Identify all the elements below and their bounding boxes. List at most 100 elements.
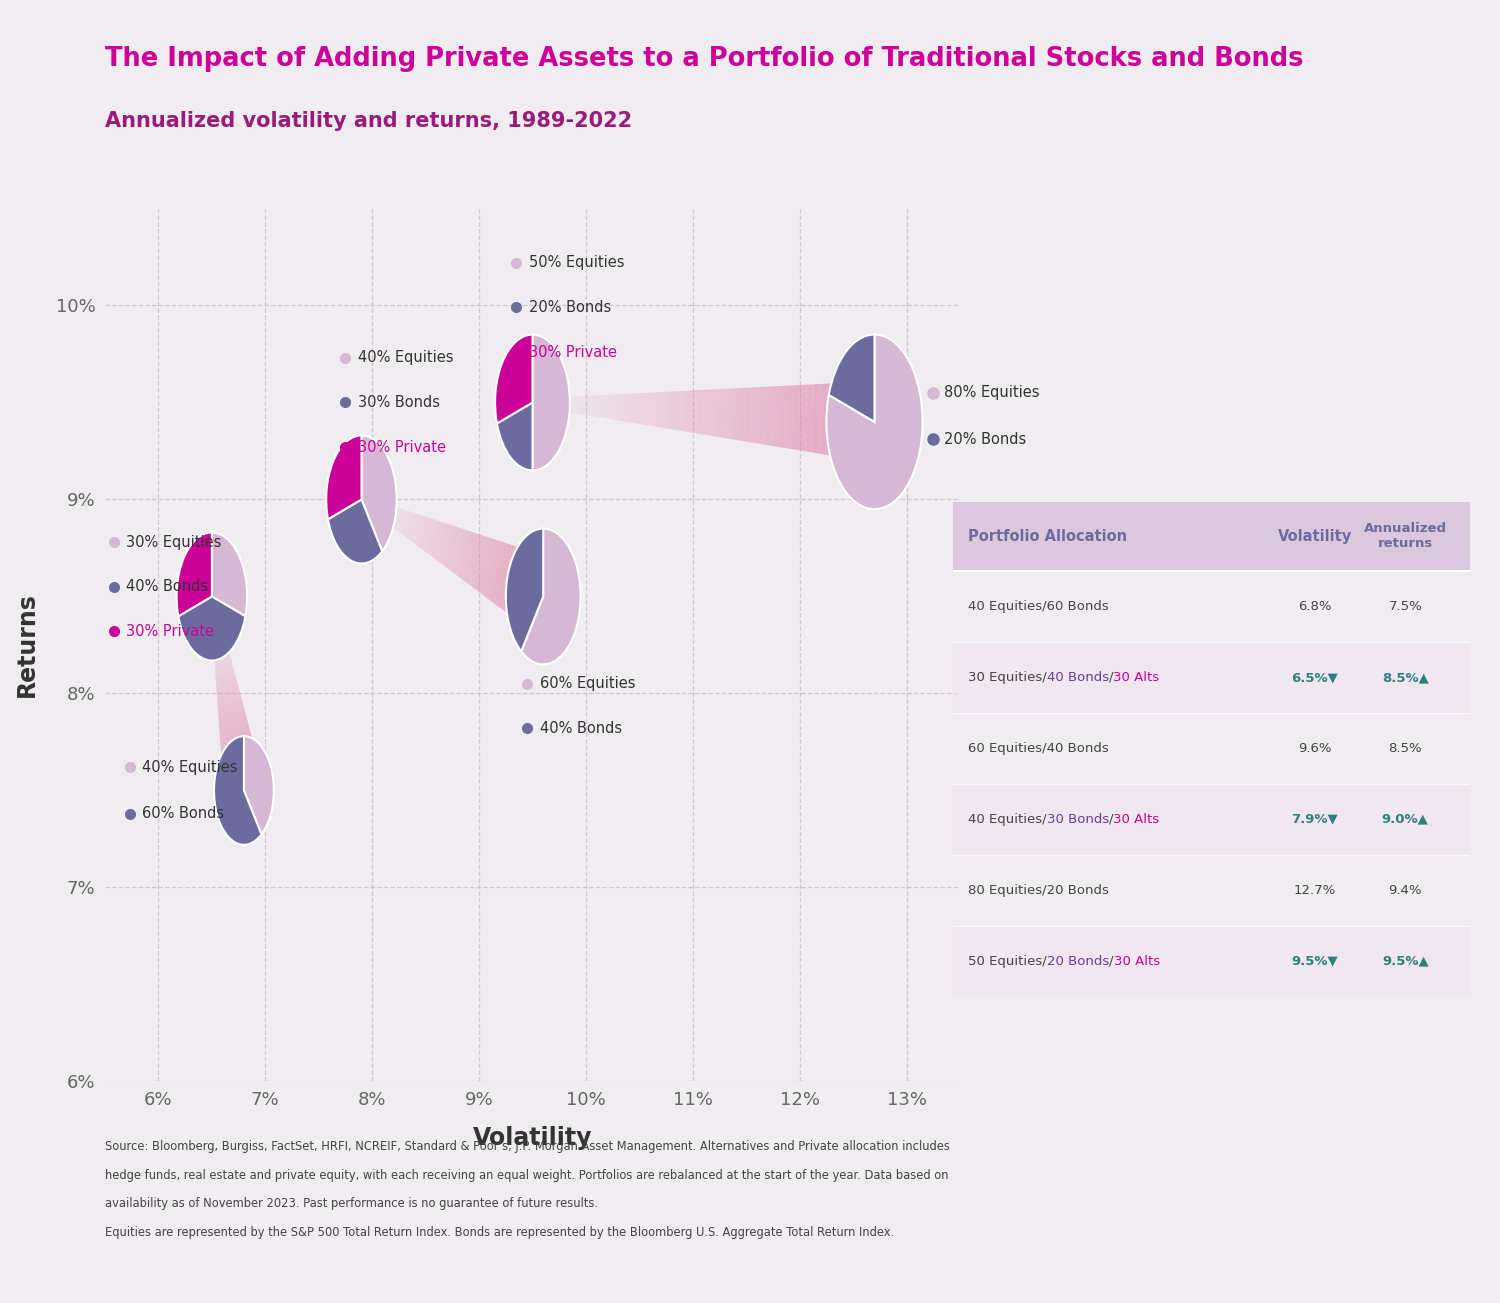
Text: 40 Bonds: 40 Bonds bbox=[1047, 671, 1108, 684]
Text: 20 Bonds: 20 Bonds bbox=[1047, 955, 1108, 968]
Polygon shape bbox=[648, 392, 656, 426]
Polygon shape bbox=[216, 666, 234, 679]
Polygon shape bbox=[560, 397, 567, 412]
Polygon shape bbox=[424, 519, 433, 554]
Text: 12.7%: 12.7% bbox=[1293, 883, 1336, 896]
Text: 30% Bonds: 30% Bonds bbox=[358, 395, 441, 410]
Polygon shape bbox=[480, 538, 494, 595]
Polygon shape bbox=[567, 396, 573, 413]
Wedge shape bbox=[328, 499, 382, 563]
Polygon shape bbox=[222, 743, 255, 765]
Polygon shape bbox=[214, 662, 232, 675]
FancyBboxPatch shape bbox=[952, 502, 1470, 571]
Text: Volatility: Volatility bbox=[1278, 529, 1352, 543]
Polygon shape bbox=[690, 390, 698, 434]
Wedge shape bbox=[244, 736, 274, 834]
Wedge shape bbox=[830, 335, 874, 422]
Polygon shape bbox=[456, 529, 466, 577]
Polygon shape bbox=[717, 388, 724, 438]
Polygon shape bbox=[382, 503, 388, 521]
Polygon shape bbox=[372, 499, 376, 513]
Polygon shape bbox=[406, 512, 414, 541]
Text: 9.5%▲: 9.5%▲ bbox=[1382, 955, 1428, 968]
Polygon shape bbox=[216, 676, 237, 691]
Polygon shape bbox=[219, 710, 246, 728]
Polygon shape bbox=[438, 523, 448, 564]
Wedge shape bbox=[177, 533, 212, 616]
Polygon shape bbox=[220, 721, 249, 740]
Polygon shape bbox=[213, 640, 226, 650]
Text: 20% Bonds: 20% Bonds bbox=[530, 300, 612, 315]
Polygon shape bbox=[771, 386, 780, 447]
Polygon shape bbox=[435, 521, 444, 562]
Polygon shape bbox=[211, 614, 220, 622]
Wedge shape bbox=[211, 533, 248, 616]
Text: 9.6%: 9.6% bbox=[1298, 741, 1332, 754]
Polygon shape bbox=[744, 387, 752, 442]
Polygon shape bbox=[213, 628, 223, 638]
FancyBboxPatch shape bbox=[952, 642, 1470, 713]
Polygon shape bbox=[530, 555, 546, 633]
Text: 30 Alts: 30 Alts bbox=[1113, 955, 1160, 968]
Polygon shape bbox=[222, 747, 255, 769]
Polygon shape bbox=[211, 622, 222, 631]
Polygon shape bbox=[224, 769, 261, 794]
Polygon shape bbox=[464, 532, 474, 582]
FancyBboxPatch shape bbox=[952, 784, 1470, 855]
Polygon shape bbox=[414, 515, 422, 546]
Wedge shape bbox=[495, 335, 532, 423]
Polygon shape bbox=[758, 387, 765, 444]
Polygon shape bbox=[216, 680, 237, 696]
Y-axis label: Returns: Returns bbox=[15, 593, 39, 697]
Polygon shape bbox=[501, 545, 516, 611]
Text: 50 Equities/: 50 Equities/ bbox=[968, 955, 1047, 968]
Polygon shape bbox=[214, 654, 231, 667]
Text: 60 Equities/40 Bonds: 60 Equities/40 Bonds bbox=[968, 741, 1108, 754]
Polygon shape bbox=[859, 382, 868, 461]
Polygon shape bbox=[696, 390, 703, 434]
Polygon shape bbox=[846, 382, 855, 459]
Text: /: / bbox=[1108, 813, 1113, 826]
Polygon shape bbox=[798, 384, 807, 451]
Polygon shape bbox=[723, 388, 732, 439]
Text: 40% Bonds: 40% Bonds bbox=[126, 580, 209, 594]
Polygon shape bbox=[214, 648, 230, 658]
Polygon shape bbox=[214, 650, 230, 663]
Polygon shape bbox=[219, 702, 243, 719]
Polygon shape bbox=[224, 773, 262, 797]
Polygon shape bbox=[819, 383, 827, 455]
Polygon shape bbox=[375, 500, 381, 516]
Wedge shape bbox=[362, 435, 398, 551]
Polygon shape bbox=[656, 392, 663, 427]
Text: 9.0%▲: 9.0%▲ bbox=[1382, 813, 1428, 826]
Polygon shape bbox=[219, 717, 248, 736]
Polygon shape bbox=[211, 618, 220, 625]
Text: 80 Equities/20 Bonds: 80 Equities/20 Bonds bbox=[968, 883, 1108, 896]
Text: 8.5%: 8.5% bbox=[1389, 741, 1422, 754]
Polygon shape bbox=[704, 390, 711, 435]
Text: 50% Equities: 50% Equities bbox=[530, 255, 626, 270]
Text: 30% Equities: 30% Equities bbox=[126, 534, 222, 550]
Polygon shape bbox=[853, 382, 861, 460]
Polygon shape bbox=[676, 391, 684, 431]
Polygon shape bbox=[459, 530, 471, 580]
Polygon shape bbox=[396, 508, 404, 533]
Polygon shape bbox=[210, 606, 218, 614]
Polygon shape bbox=[765, 387, 772, 446]
Polygon shape bbox=[840, 383, 848, 459]
Polygon shape bbox=[524, 552, 538, 628]
Text: 7.9%▼: 7.9%▼ bbox=[1292, 813, 1338, 826]
Polygon shape bbox=[506, 546, 519, 615]
Polygon shape bbox=[219, 706, 245, 723]
Polygon shape bbox=[219, 714, 246, 732]
Polygon shape bbox=[573, 396, 580, 414]
Polygon shape bbox=[621, 394, 628, 422]
Text: 40% Bonds: 40% Bonds bbox=[540, 721, 622, 736]
Polygon shape bbox=[594, 395, 602, 417]
Polygon shape bbox=[526, 554, 542, 631]
Polygon shape bbox=[217, 692, 240, 708]
Polygon shape bbox=[752, 387, 759, 443]
Polygon shape bbox=[224, 777, 264, 801]
Wedge shape bbox=[532, 335, 570, 470]
Polygon shape bbox=[432, 520, 441, 559]
